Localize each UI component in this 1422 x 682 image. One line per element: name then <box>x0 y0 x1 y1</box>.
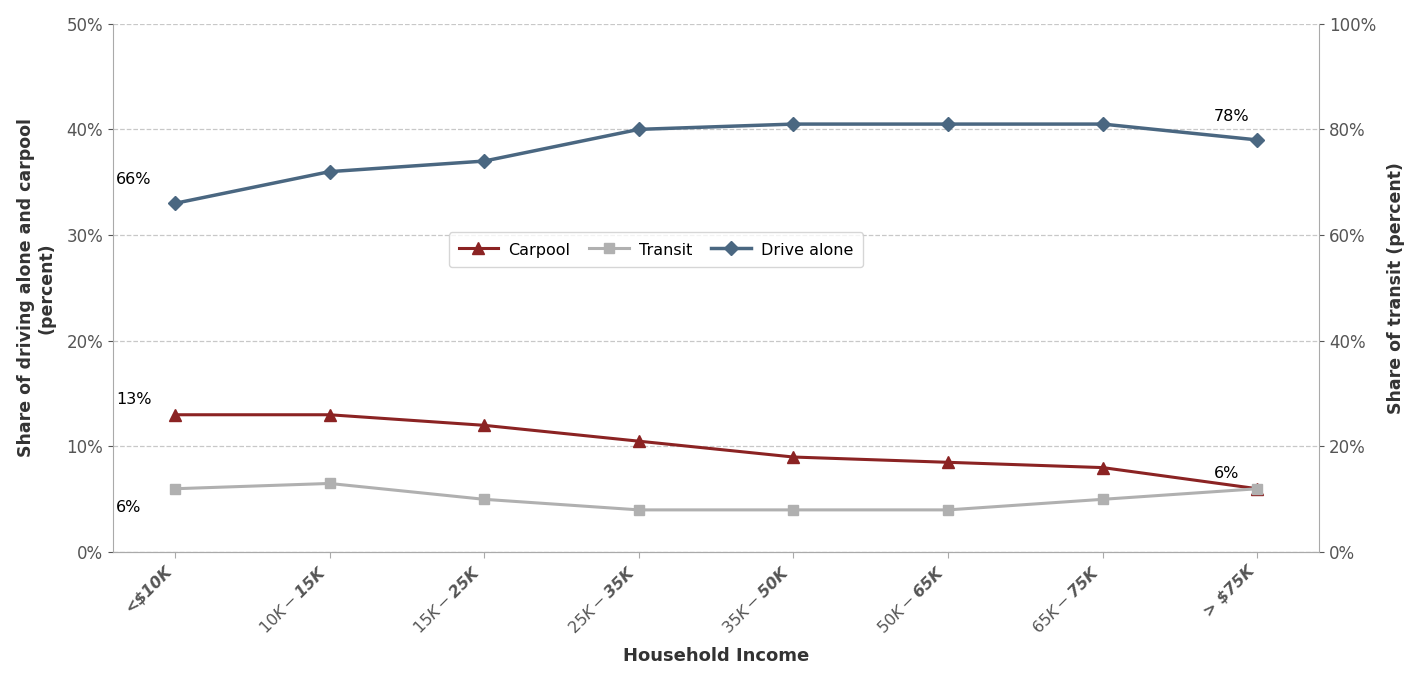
Text: 78%: 78% <box>1214 109 1250 124</box>
Text: 6%: 6% <box>117 500 142 515</box>
Legend: Carpool, Transit, Drive alone: Carpool, Transit, Drive alone <box>449 233 863 267</box>
Text: 13%: 13% <box>117 392 152 407</box>
X-axis label: Household Income: Household Income <box>623 647 809 666</box>
Y-axis label: Share of driving alone and carpool
(percent): Share of driving alone and carpool (perc… <box>17 119 55 458</box>
Text: 66%: 66% <box>117 173 152 188</box>
Y-axis label: Share of transit (percent): Share of transit (percent) <box>1388 162 1405 414</box>
Text: 6%: 6% <box>1214 466 1240 481</box>
